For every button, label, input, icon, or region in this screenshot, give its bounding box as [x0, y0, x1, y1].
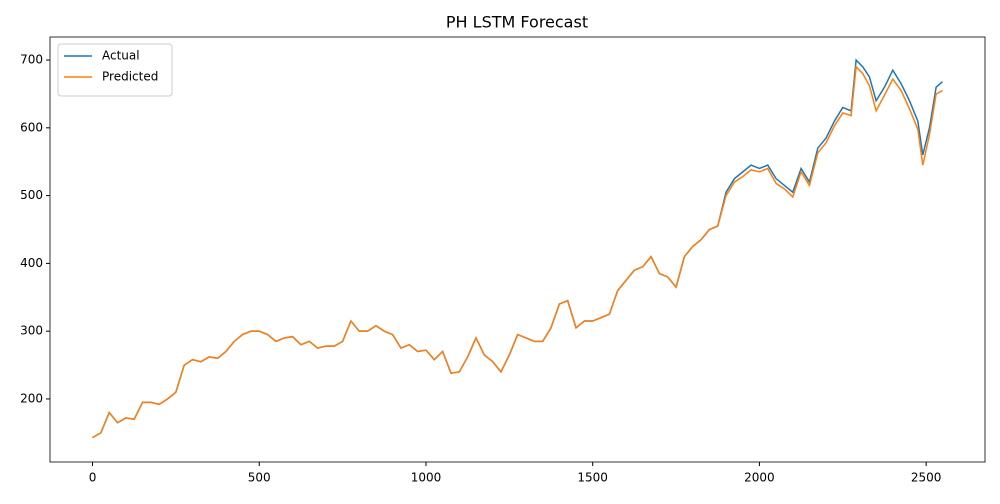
y-tick-label: 300: [20, 324, 43, 338]
legend-box: [57, 43, 173, 97]
y-tick-label: 200: [20, 391, 43, 405]
y-tick-label: 500: [20, 188, 43, 202]
x-tick-label: 2500: [911, 471, 942, 485]
x-tick-label: 1500: [577, 471, 608, 485]
x-tick-label: 1000: [411, 471, 442, 485]
legend-label: Predicted: [102, 70, 158, 84]
plot-frame: [49, 36, 986, 463]
y-tick-label: 400: [20, 256, 43, 270]
chart-title: PH LSTM Forecast: [446, 13, 588, 32]
y-tick-label: 600: [20, 120, 43, 134]
x-tick-label: 2000: [744, 471, 775, 485]
series-line: [92, 65, 943, 439]
x-tick-label: 500: [248, 471, 271, 485]
legend-label: Actual: [102, 49, 140, 63]
y-tick-label: 700: [20, 53, 43, 67]
x-tick-label: 0: [89, 471, 97, 485]
